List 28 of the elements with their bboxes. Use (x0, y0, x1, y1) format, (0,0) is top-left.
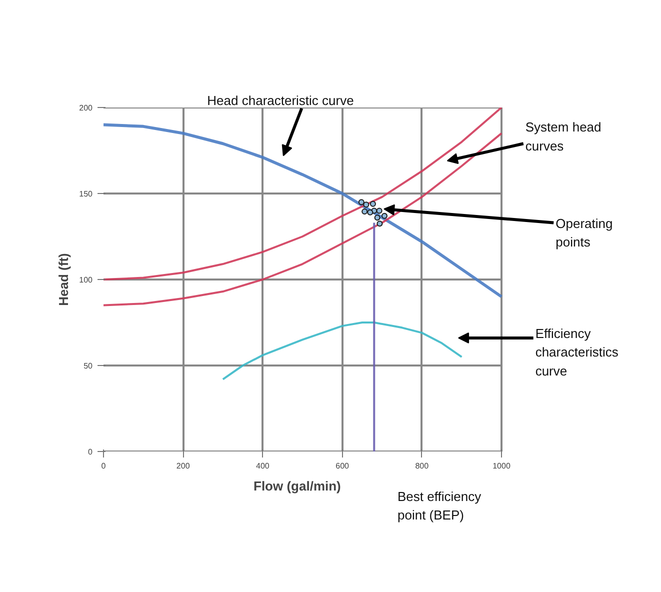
text: Best efficiency point (BEP) (398, 488, 482, 522)
y-tick-label: 0 (88, 448, 94, 456)
x-tick-label: 1000 (492, 462, 511, 470)
y-axis-title: Head (ft) (56, 253, 72, 306)
x-tick-label: 600 (336, 462, 350, 470)
x-tick-label: 200 (176, 462, 190, 470)
x-tick-label: 800 (415, 462, 430, 470)
y-tick-label: 150 (79, 190, 94, 198)
point (374, 214, 380, 221)
text: Operating points (556, 216, 613, 250)
point (358, 199, 364, 206)
point (367, 209, 374, 216)
y-tick-label: 100 (79, 276, 94, 284)
point (376, 208, 382, 214)
point (376, 220, 383, 227)
y-tick-label: 50 (84, 362, 94, 370)
point (381, 212, 388, 219)
point (362, 208, 368, 215)
annotation: Head characteristic curve (207, 93, 354, 108)
text: System head curves (525, 120, 602, 154)
x-tick-label: 400 (256, 462, 270, 470)
point (370, 200, 376, 207)
y-tick-label: 200 (79, 104, 94, 112)
x-tick-label: 0 (101, 462, 106, 470)
x-axis-title: Flow (gal/min) (254, 478, 341, 494)
point (363, 202, 370, 208)
text: Efficiency characteristics curve (535, 326, 619, 378)
line-series (222, 322, 463, 380)
